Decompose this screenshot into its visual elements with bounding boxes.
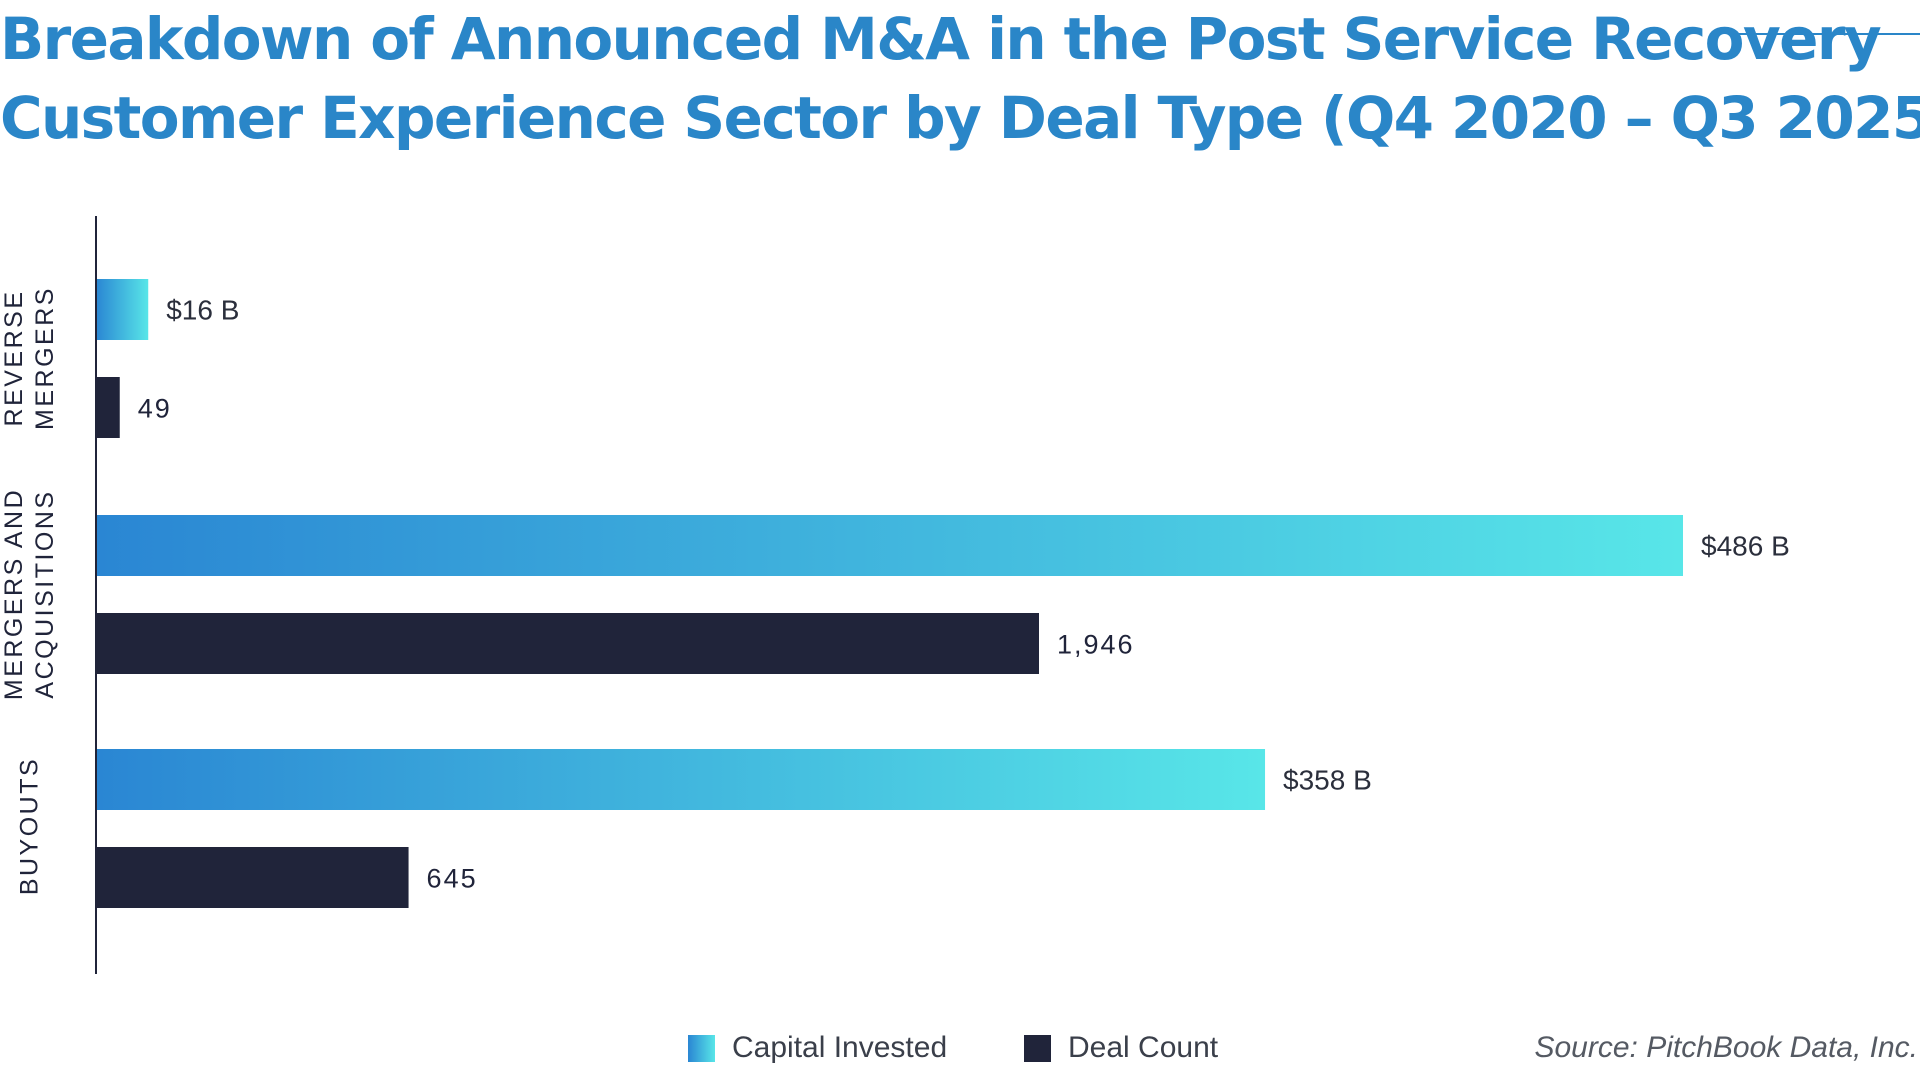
data-label-capital-invested-buyouts: $358 B xyxy=(1283,765,1372,796)
legend-swatch-deal-count xyxy=(1024,1034,1051,1062)
category-label-mergers-and-acquisitions: MERGERS AND ACQUISITIONS xyxy=(0,488,59,700)
bar-deal-count-buyouts xyxy=(96,847,409,908)
legend-label-deal-count: Deal Count xyxy=(1068,1031,1219,1064)
legend-item-deal-count: Deal Count xyxy=(1024,1030,1218,1066)
legend-item-capital-invested: Capital Invested xyxy=(688,1030,947,1066)
category-label-line: MERGERS AND xyxy=(0,488,28,700)
bar-deal-count-reverse-mergers xyxy=(96,377,120,438)
bar-capital-invested-reverse-mergers xyxy=(96,279,149,340)
category-label-line: ACQUISITIONS xyxy=(31,489,59,698)
chart-title: Breakdown of Announced M&A in the Post S… xyxy=(0,0,1920,158)
category-label-line: BUYOUTS xyxy=(16,757,44,895)
legend-label-capital-invested: Capital Invested xyxy=(732,1031,948,1064)
data-label-deal-count-mergers-and-acquisitions: 1,946 xyxy=(1057,630,1135,660)
chart-title-line-2: Customer Experience Sector by Deal Type … xyxy=(0,84,1920,152)
category-label-line: REVERSE xyxy=(0,290,28,427)
source-note: Source: PitchBook Data, Inc. xyxy=(1534,1031,1918,1064)
bar-capital-invested-mergers-and-acquisitions xyxy=(96,515,1683,576)
category-label-line: MERGERS xyxy=(31,286,59,430)
category-label-buyouts: BUYOUTS xyxy=(16,757,44,895)
data-label-deal-count-reverse-mergers: 49 xyxy=(138,394,172,424)
chart-marks: $16 B 49 REVERSE MERGERS $486 B 1,946 MERGERS … xyxy=(0,279,1790,908)
data-label-capital-invested-reverse-mergers: $16 B xyxy=(166,295,239,326)
legend-swatch-capital-invested xyxy=(688,1034,715,1062)
bar-deal-count-mergers-and-acquisitions xyxy=(96,613,1039,674)
data-label-capital-invested-mergers-and-acquisitions: $486 B xyxy=(1701,531,1790,562)
chart-title-line-1: Breakdown of Announced M&A in the Post S… xyxy=(0,5,1882,73)
bar-capital-invested-buyouts xyxy=(96,749,1266,810)
title-rule xyxy=(1735,33,1920,35)
category-label-reverse-mergers: REVERSE MERGERS xyxy=(0,286,59,430)
bar-chart: $16 B 49 REVERSE MERGERS $486 B 1,946 MERGERS … xyxy=(0,216,1790,974)
data-label-deal-count-buyouts: 645 xyxy=(427,864,478,894)
